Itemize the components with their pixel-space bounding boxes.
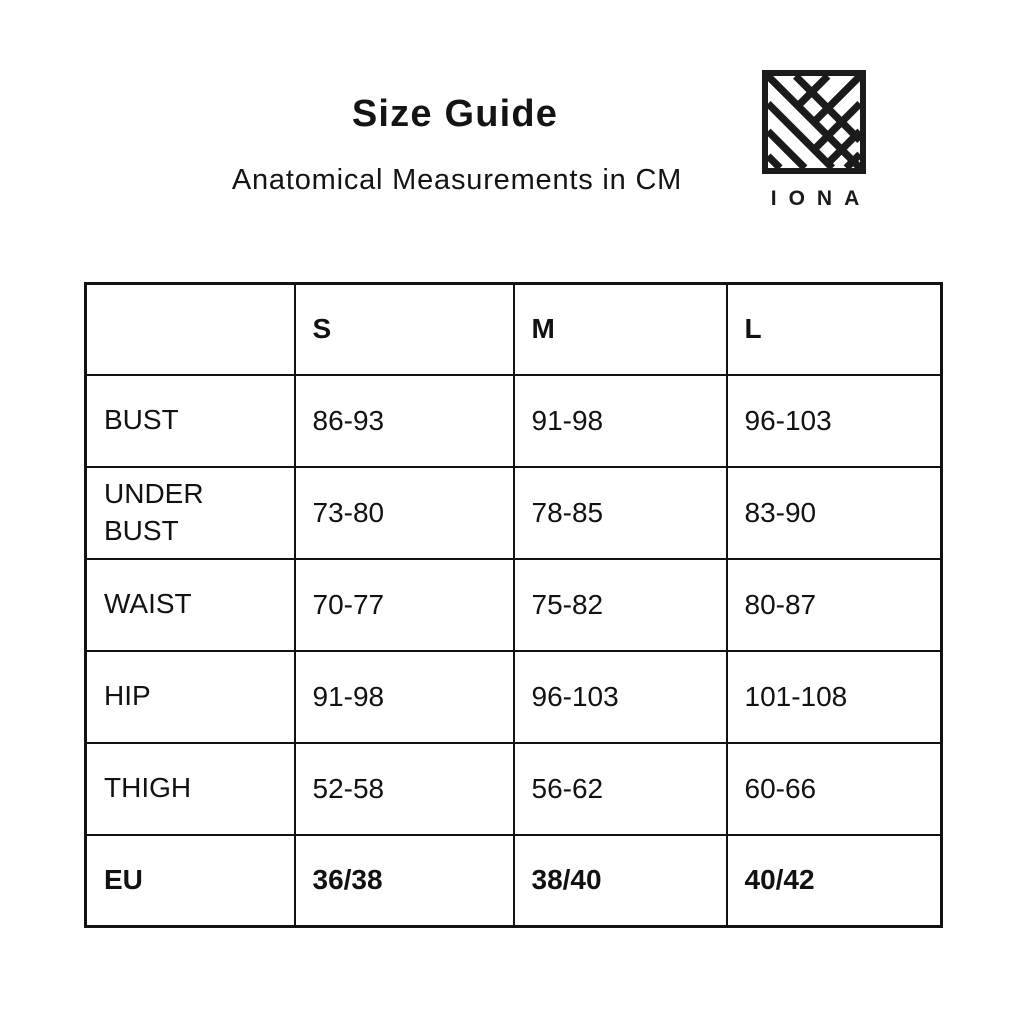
cell-thigh-l: 60-66 <box>725 741 943 836</box>
cell-waist-m: 75-82 <box>512 557 728 652</box>
page-title: Size Guide <box>351 93 559 135</box>
table-row-eu: EU 36/38 38/40 40/42 <box>84 833 943 928</box>
cell-thigh-m: 56-62 <box>512 741 728 836</box>
page-subtitle: Anatomical Measurements in CM <box>231 164 683 196</box>
corner-header-cell <box>84 282 296 376</box>
table-row-waist: WAIST 70-77 75-82 80-87 <box>84 557 943 652</box>
cell-bust-m: 91-98 <box>512 373 728 468</box>
size-guide-table: S M L BUST 86-93 91-98 96-103 UNDER BUST… <box>84 282 943 928</box>
cell-bust-l: 96-103 <box>725 373 943 468</box>
cell-thigh-s: 52-58 <box>293 741 515 836</box>
cell-eu-l: 40/42 <box>725 833 943 928</box>
brand-logo: IONA <box>762 70 868 211</box>
row-label-thigh: THIGH <box>84 741 296 836</box>
column-header-s: S <box>293 282 515 376</box>
cell-hip-m: 96-103 <box>512 649 728 744</box>
row-label-hip: HIP <box>84 649 296 744</box>
cell-underbust-s: 73-80 <box>293 465 515 560</box>
row-label-underbust: UNDER BUST <box>84 465 296 560</box>
row-label-eu: EU <box>84 833 296 928</box>
table-row-thigh: THIGH 52-58 56-62 60-66 <box>84 741 943 836</box>
cell-waist-l: 80-87 <box>725 557 943 652</box>
table-row-hip: HIP 91-98 96-103 101-108 <box>84 649 943 744</box>
table-row-bust: BUST 86-93 91-98 96-103 <box>84 373 943 468</box>
cell-eu-m: 38/40 <box>512 833 728 928</box>
cell-eu-s: 36/38 <box>293 833 515 928</box>
row-label-waist: WAIST <box>84 557 296 652</box>
table-row-underbust: UNDER BUST 73-80 78-85 83-90 <box>84 465 943 560</box>
cell-bust-s: 86-93 <box>293 373 515 468</box>
row-label-bust: BUST <box>84 373 296 468</box>
cell-waist-s: 70-77 <box>293 557 515 652</box>
brand-wordmark: IONA <box>770 187 872 210</box>
iona-lattice-icon <box>762 70 866 174</box>
cell-underbust-m: 78-85 <box>512 465 728 560</box>
table-header-row: S M L <box>84 282 943 376</box>
column-header-m: M <box>512 282 728 376</box>
cell-hip-s: 91-98 <box>293 649 515 744</box>
cell-underbust-l: 83-90 <box>725 465 943 560</box>
column-header-l: L <box>725 282 943 376</box>
cell-hip-l: 101-108 <box>725 649 943 744</box>
